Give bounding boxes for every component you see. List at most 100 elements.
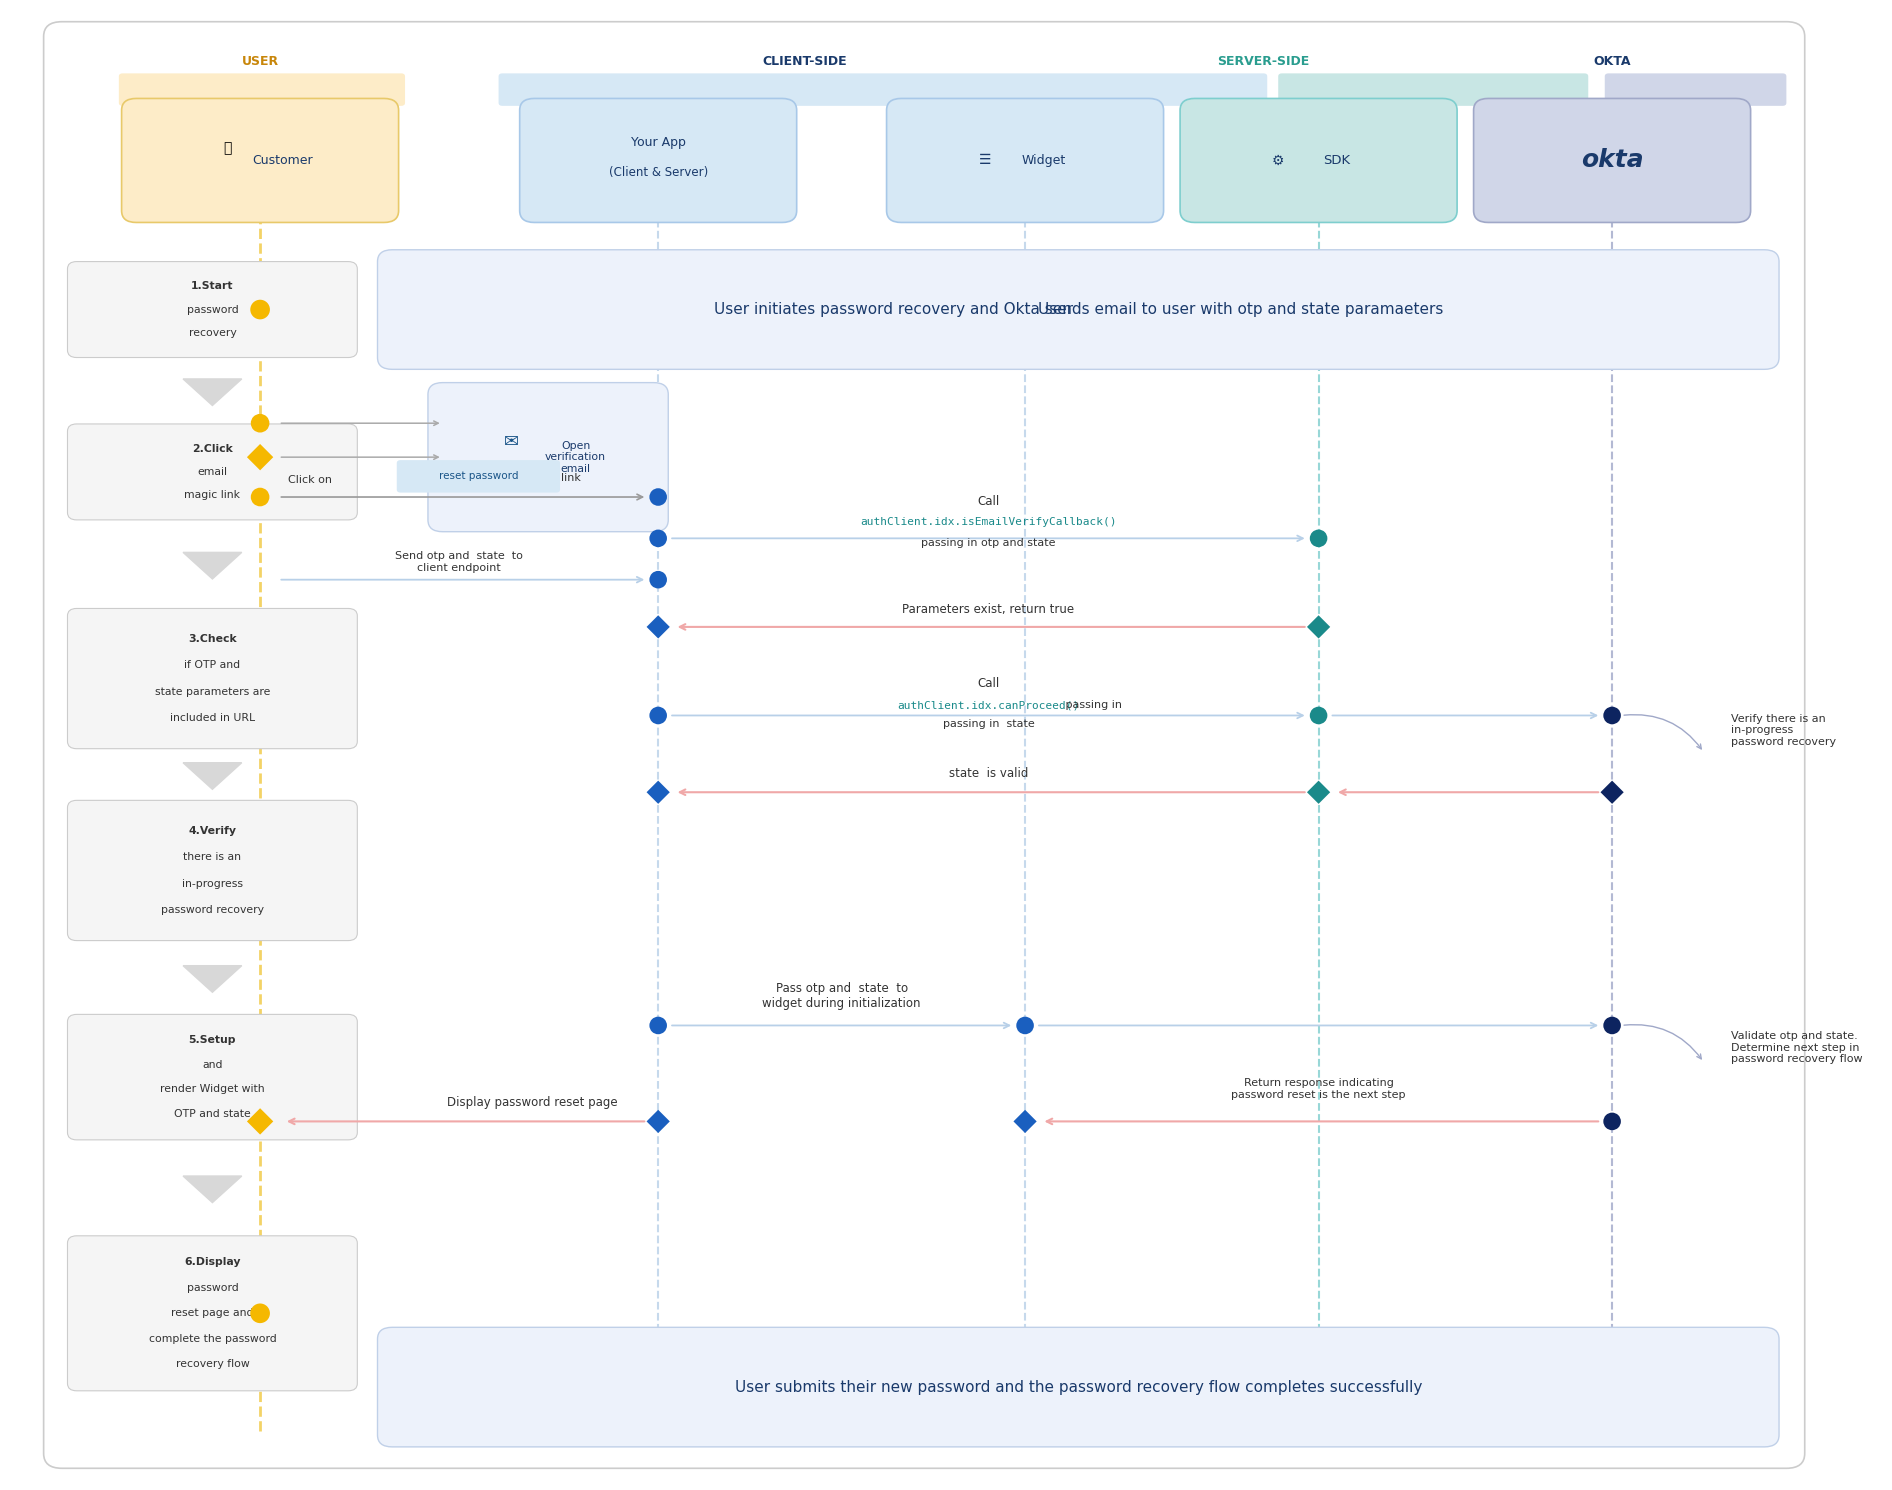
FancyBboxPatch shape — [68, 1015, 358, 1140]
Text: ⚙: ⚙ — [1271, 153, 1285, 167]
Text: included in URL: included in URL — [170, 714, 255, 724]
Polygon shape — [184, 1176, 242, 1202]
FancyBboxPatch shape — [378, 250, 1778, 370]
Text: (Client & Server): (Client & Server) — [609, 165, 708, 179]
Point — [1597, 1013, 1627, 1037]
FancyBboxPatch shape — [499, 73, 1268, 106]
Text: Customer: Customer — [252, 153, 312, 167]
FancyBboxPatch shape — [68, 425, 358, 520]
Text: authClient.idx.canProceed(): authClient.idx.canProceed() — [897, 700, 1080, 711]
Point — [244, 446, 274, 469]
FancyBboxPatch shape — [68, 608, 358, 748]
Point — [244, 411, 274, 435]
Text: Pass otp and  state  to
widget during initialization: Pass otp and state to widget during init… — [762, 982, 921, 1010]
Text: passing in  state: passing in state — [942, 720, 1035, 729]
Text: Parameters exist, return true: Parameters exist, return true — [902, 602, 1075, 615]
Text: password recovery: password recovery — [161, 906, 263, 915]
Point — [244, 486, 274, 510]
Point — [643, 486, 674, 510]
Text: there is an: there is an — [184, 852, 242, 863]
Text: Call: Call — [978, 495, 999, 508]
FancyBboxPatch shape — [1474, 98, 1750, 222]
Text: 1.Start: 1.Start — [191, 282, 233, 292]
Text: Your App: Your App — [630, 136, 685, 149]
FancyBboxPatch shape — [68, 800, 358, 940]
FancyBboxPatch shape — [68, 1235, 358, 1390]
Text: render Widget with: render Widget with — [161, 1085, 265, 1095]
Text: passing in otp and state: passing in otp and state — [921, 538, 1056, 548]
Text: SDK: SDK — [1323, 153, 1351, 167]
Point — [1597, 1110, 1627, 1134]
Text: Verify there is an
in-progress
password recovery: Verify there is an in-progress password … — [1731, 714, 1837, 746]
Text: recovery: recovery — [189, 328, 236, 338]
Text: passing in: passing in — [1061, 700, 1126, 711]
FancyBboxPatch shape — [397, 460, 560, 493]
Point — [244, 1110, 274, 1134]
Text: okta: okta — [1582, 149, 1644, 173]
Text: ✉: ✉ — [503, 434, 518, 451]
Point — [643, 1013, 674, 1037]
FancyBboxPatch shape — [121, 98, 399, 222]
Point — [244, 1301, 274, 1325]
Text: reset page and: reset page and — [170, 1308, 254, 1319]
Text: 👤: 👤 — [223, 142, 231, 155]
Polygon shape — [184, 763, 242, 790]
Text: USER: USER — [242, 55, 278, 69]
Text: OKTA: OKTA — [1593, 55, 1631, 69]
Text: ☰: ☰ — [978, 153, 991, 167]
Text: in-progress: in-progress — [182, 879, 242, 888]
Text: recovery flow: recovery flow — [176, 1359, 250, 1369]
Point — [1010, 1110, 1041, 1134]
Text: Call: Call — [978, 676, 999, 690]
Text: User submits their new password and the password recovery flow completes success: User submits their new password and the … — [734, 1380, 1423, 1395]
Text: magic link: magic link — [184, 490, 240, 501]
FancyBboxPatch shape — [119, 73, 405, 106]
FancyBboxPatch shape — [428, 383, 668, 532]
Text: state  is valid: state is valid — [948, 766, 1027, 779]
Text: email: email — [197, 466, 227, 477]
Text: SERVER-SIDE: SERVER-SIDE — [1217, 55, 1309, 69]
Text: link: link — [560, 472, 581, 483]
Point — [643, 703, 674, 727]
Point — [1304, 781, 1334, 805]
Point — [643, 568, 674, 592]
Point — [1304, 703, 1334, 727]
Text: 3.Check: 3.Check — [187, 633, 236, 644]
Point — [643, 1110, 674, 1134]
Text: Open
verification
email: Open verification email — [545, 441, 605, 474]
Text: reset password: reset password — [439, 471, 518, 481]
Text: 6.Display: 6.Display — [184, 1258, 240, 1268]
Text: OTP and state: OTP and state — [174, 1109, 252, 1119]
FancyBboxPatch shape — [1604, 73, 1786, 106]
Point — [1304, 526, 1334, 550]
Text: Send otp and  state  to
client endpoint: Send otp and state to client endpoint — [395, 551, 522, 572]
Polygon shape — [184, 966, 242, 992]
Point — [643, 781, 674, 805]
Polygon shape — [184, 378, 242, 405]
Text: Validate otp and state.
Determine next step in
password recovery flow: Validate otp and state. Determine next s… — [1731, 1031, 1864, 1064]
Point — [1304, 615, 1334, 639]
Text: User: User — [1039, 302, 1078, 317]
Point — [1010, 1013, 1041, 1037]
Point — [643, 526, 674, 550]
Text: 2.Click: 2.Click — [191, 444, 233, 454]
Text: Return response indicating
password reset is the next step: Return response indicating password rese… — [1232, 1079, 1406, 1100]
Text: Display password reset page: Display password reset page — [447, 1095, 619, 1109]
Text: password: password — [187, 304, 238, 314]
Text: Widget: Widget — [1022, 153, 1065, 167]
FancyBboxPatch shape — [520, 98, 797, 222]
FancyBboxPatch shape — [378, 1328, 1778, 1447]
Text: User initiates password recovery and Okta sends email to user with otp and state: User initiates password recovery and Okt… — [713, 302, 1444, 317]
Text: CLIENT-SIDE: CLIENT-SIDE — [762, 55, 848, 69]
Polygon shape — [184, 553, 242, 580]
Text: complete the password: complete the password — [149, 1334, 276, 1344]
Point — [1597, 781, 1627, 805]
Text: state parameters are: state parameters are — [155, 687, 271, 697]
FancyBboxPatch shape — [44, 22, 1805, 1468]
Point — [244, 298, 274, 322]
FancyBboxPatch shape — [887, 98, 1164, 222]
FancyBboxPatch shape — [68, 262, 358, 358]
Text: and: and — [202, 1059, 223, 1070]
Text: 5.Setup: 5.Setup — [189, 1036, 236, 1044]
Point — [1597, 703, 1627, 727]
